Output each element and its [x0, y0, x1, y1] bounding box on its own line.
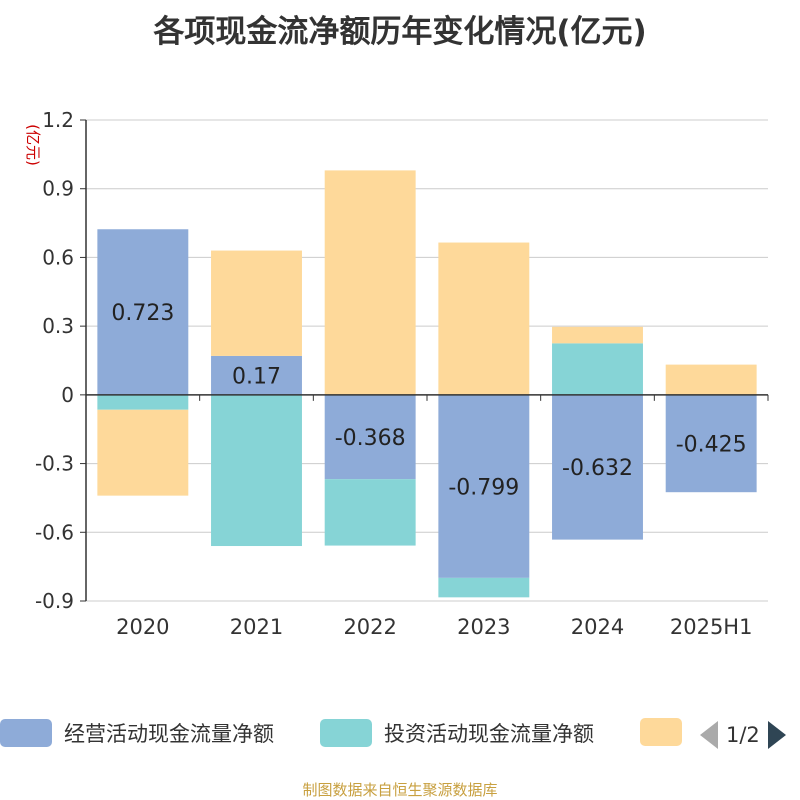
y-tick-label: 1.2	[42, 108, 74, 132]
bar-2-2022	[324, 170, 416, 395]
bar-0-2022	[324, 394, 416, 480]
chart-title: 各项现金流净额历年变化情况(亿元)	[153, 14, 647, 50]
y-tick-label: 0	[61, 383, 74, 407]
bar-0-2025h1	[665, 394, 757, 493]
y-tick-label: -0.6	[35, 520, 74, 544]
x-tick-label: 2025H1	[670, 615, 753, 639]
data-label-2022: -0.368	[335, 426, 406, 451]
y-tick-label: 0.9	[42, 177, 74, 201]
bar-1-2022	[324, 479, 416, 546]
y-tick-label: 0.3	[42, 314, 74, 338]
axes: 1.2 0.9 0.6 0.3 0 -0.3 -0.6 -0.9 (亿元) 2020 2021 202…	[24, 108, 769, 639]
bar-2-2020	[97, 409, 189, 496]
bar-2-2023	[438, 242, 530, 395]
legend-page-indicator: 1/2	[726, 723, 760, 747]
legend-swatch-investing	[320, 719, 372, 747]
bar-1-2021	[211, 394, 302, 547]
legend-item-investing[interactable]: 投资活动现金流量净额	[320, 718, 594, 748]
legend-swatch-operating	[0, 719, 52, 747]
source-note: 制图数据来自恒生聚源数据库	[302, 781, 498, 799]
bar-2-2021	[211, 250, 302, 356]
legend-prev-arrow-icon[interactable]	[700, 721, 718, 749]
legend-label-operating: 经营活动现金流量净额	[64, 722, 274, 746]
y-axis-unit-label: (亿元)	[24, 124, 42, 166]
bar-1-2023	[438, 577, 530, 598]
bar-2-2024	[552, 326, 643, 344]
x-tick-label: 2020	[116, 615, 169, 639]
data-label-2021: 0.17	[232, 364, 281, 389]
legend-item-operating[interactable]: 经营活动现金流量净额	[0, 718, 274, 748]
y-tick-label: -0.3	[35, 452, 74, 476]
x-tick-label: 2024	[571, 615, 624, 639]
x-tick-label: 2022	[343, 615, 396, 639]
data-label-2023: -0.799	[448, 475, 519, 500]
bar-2-2025h1	[665, 364, 757, 395]
legend-next-arrow-icon[interactable]	[767, 721, 786, 749]
bar-1-2024	[552, 343, 643, 395]
data-label-2020: 0.723	[111, 301, 174, 326]
grid-lines	[86, 119, 768, 602]
legend: 经营活动现金流量净额 投资活动现金流量净额 1/2	[0, 714, 800, 754]
bar-0-2020	[97, 229, 189, 395]
bar-1-2020	[97, 394, 189, 410]
data-label-2024: -0.632	[562, 456, 633, 481]
bar-0-2024	[552, 394, 643, 540]
y-tick-label: 0.6	[42, 245, 74, 269]
legend-swatch-third	[640, 718, 682, 746]
x-tick-label: 2023	[457, 615, 510, 639]
bar-0-2023	[438, 394, 530, 578]
legend-label-investing: 投资活动现金流量净额	[384, 722, 594, 746]
x-tick-label: 2021	[230, 615, 283, 639]
legend-item-third[interactable]	[640, 718, 682, 746]
y-tick-label: -0.9	[35, 589, 74, 613]
legend-pager: 1/2	[700, 718, 786, 752]
data-label-2025h1: -0.425	[676, 433, 747, 458]
bars	[97, 170, 757, 598]
bar-0-2021	[211, 355, 302, 395]
data-labels: 0.723 0.17 -0.368 -0.799 -0.632 -0.425	[111, 301, 746, 500]
